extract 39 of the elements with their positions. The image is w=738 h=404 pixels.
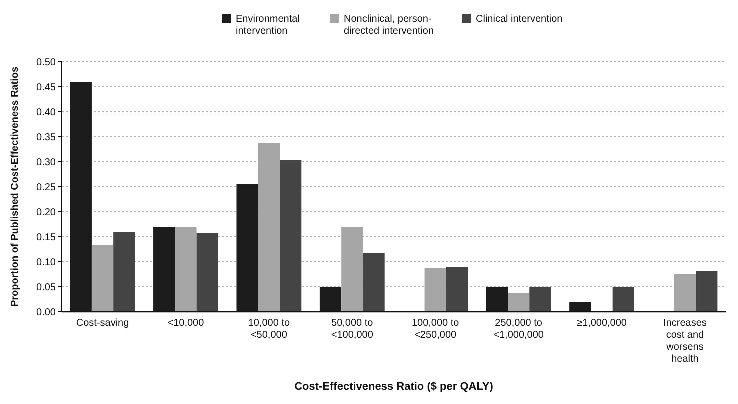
y-axis-title: Proportion of Published Cost-Effectiveness Ratios [10,66,21,308]
bar [175,227,197,312]
bar [258,143,280,312]
x-tick-label: 250,000 to <1,000,000 [494,318,544,341]
y-tick-label: 0.20 [36,208,56,218]
y-tick-label: 0.05 [36,282,56,294]
y-tick-label: 0.30 [36,158,56,168]
bar [696,271,718,312]
y-tick-label: 0.15 [36,232,56,244]
bar [508,294,530,312]
bar [424,268,446,312]
y-tick-label: 0.50 [36,58,56,68]
y-tick-label: 0.00 [36,308,56,318]
bar [92,246,114,312]
bar [280,160,302,312]
y-tick-label: 0.35 [36,132,56,144]
x-tick-label: 10,000 to <50,000 [248,318,290,341]
x-tick-label: 100,000 to <250,000 [412,318,460,341]
x-tick-label: <10,000 [168,318,205,329]
y-tick-label: 0.40 [36,108,56,118]
bar [612,287,634,312]
x-axis-title: Cost-Effectiveness Ratio ($ per QALY) [294,381,494,393]
y-tick-label: 0.10 [36,258,56,268]
legend-label: Nonclinical, person- directed intervention [344,14,434,37]
y-tick-label: 0.45 [36,82,56,94]
x-tick-label: Cost-saving [76,318,130,329]
bar [196,234,218,312]
bar [674,274,696,312]
bar [530,287,552,312]
x-tick-label: ≥1,000,000 [577,318,628,329]
legend-label: Clinical intervention [476,14,563,25]
bar [446,267,468,312]
bar [114,232,136,312]
x-tick-label: Increases cost and worsens health [664,318,707,365]
x-tick-label: 50,000 to <100,000 [331,318,374,341]
bar [363,253,385,312]
bar [342,227,364,312]
legend-label: Environmental intervention [236,14,300,37]
y-tick-label: 0.25 [36,182,56,194]
